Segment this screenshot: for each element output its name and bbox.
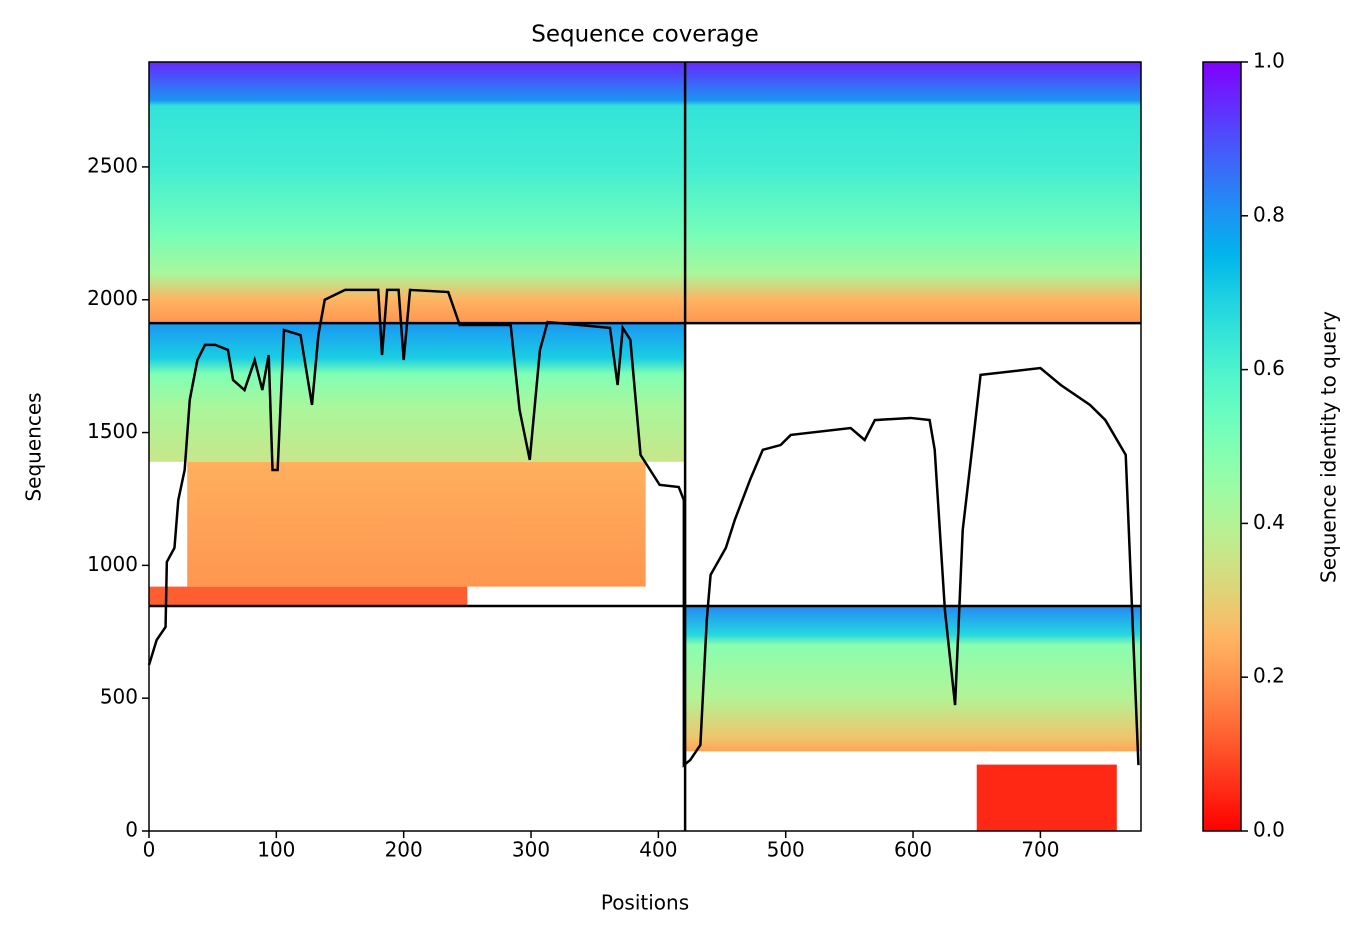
x-tick-label: 300 (512, 838, 550, 862)
y-tick-label: 1000 (87, 552, 138, 576)
y-tick-label: 2500 (87, 153, 138, 177)
colorbar (1202, 61, 1242, 832)
y-tick-label: 2000 (87, 286, 138, 310)
colorbar-tick-label: 1.0 (1253, 49, 1285, 73)
y-tick-label: 1500 (87, 419, 138, 443)
coverage-block (187, 461, 646, 587)
colorbar-tick-label: 0.8 (1253, 202, 1285, 226)
colorbar-tick-label: 0.4 (1253, 510, 1285, 534)
x-tick-label: 100 (257, 838, 295, 862)
x-tick-label: 400 (639, 838, 677, 862)
coverage-block (149, 62, 1141, 324)
colorbar-tick-label: 0.2 (1253, 664, 1285, 688)
y-axis-label: Sequences (22, 392, 46, 501)
coverage-line (147, 288, 1140, 768)
y-tick-label: 0 (125, 818, 138, 842)
colorbar-tick-label: 0.0 (1253, 818, 1285, 842)
chart-title: Sequence coverage (531, 22, 759, 48)
coverage-block (149, 323, 686, 462)
x-tick-label: 0 (143, 838, 156, 862)
plot-frame (148, 61, 1142, 832)
x-tick-label: 700 (1021, 838, 1059, 862)
coverage-block (976, 764, 1117, 831)
y-tick-label: 500 (100, 685, 138, 709)
colorbar-label: Sequence identity to query (1317, 311, 1341, 583)
colorbar-tick-label: 0.6 (1253, 356, 1285, 380)
x-axis-label: Positions (601, 891, 689, 915)
coverage-block (685, 606, 1141, 752)
coverage-block (149, 586, 468, 607)
x-tick-label: 500 (767, 838, 805, 862)
x-tick-label: 600 (894, 838, 932, 862)
x-tick-label: 200 (385, 838, 423, 862)
